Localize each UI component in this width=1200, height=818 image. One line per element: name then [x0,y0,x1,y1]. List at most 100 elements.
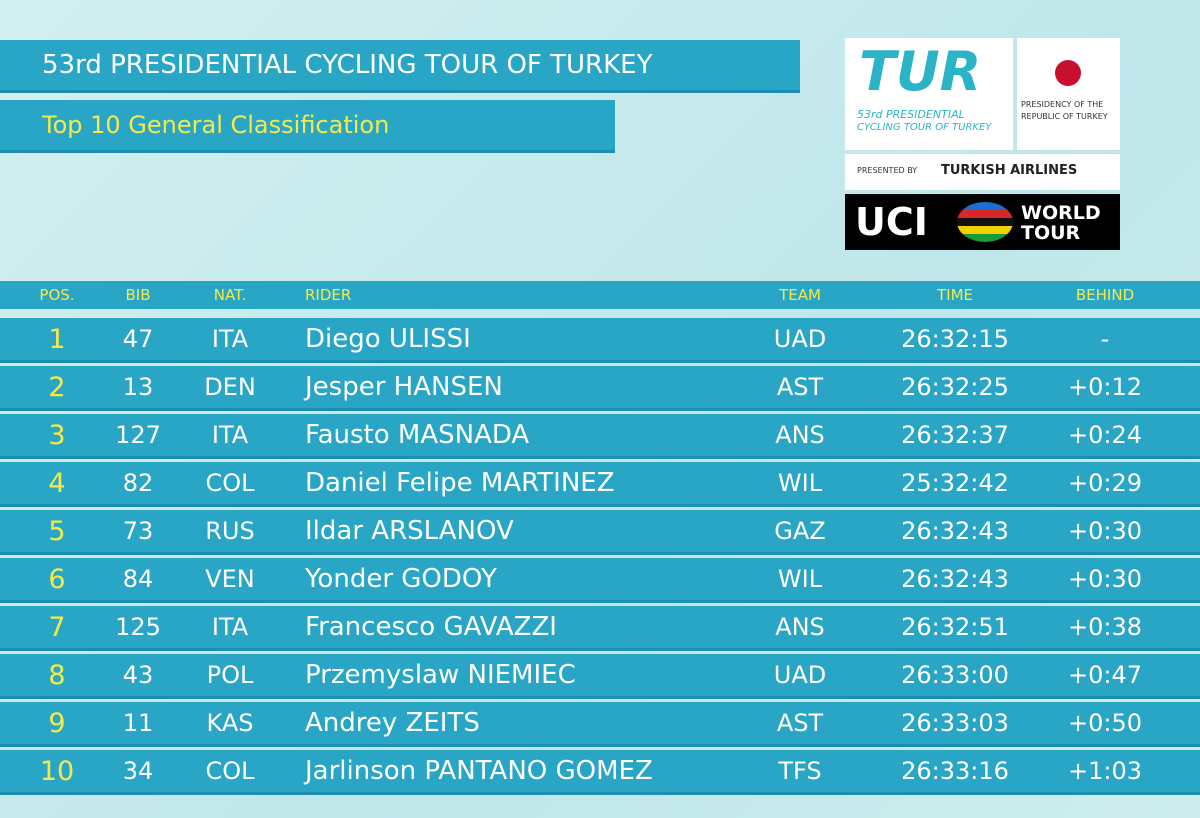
cell-text: Andrey ZEITS [305,708,480,738]
cell-text: +1:03 [1067,757,1142,785]
cell-text: 26:33:03 [901,709,1009,737]
title-bar: 53rd PRESIDENTIAL CYCLING TOUR OF TURKEY [0,40,800,93]
cell-text: ITA [211,325,249,353]
position: 6 [48,563,66,595]
cell-text: TFS [778,757,822,785]
cell-text: +0:38 [1067,613,1142,641]
table-row: 8 43 POL Przemyslaw NIEMIEC UAD 26:33:00 +0:47 [0,654,1200,699]
cell-text: Ildar ARSLANOV [305,516,514,546]
cell-text: KAS [206,709,254,737]
tur-text: 53rd PRESIDENTIAL [857,108,965,121]
cell-text: Diego ULISSI [305,324,471,354]
table-row: 9 11 KAS Andrey ZEITS AST 26:33:03 +0:50 [0,702,1200,747]
rainbow [957,202,1013,242]
cell-text: 26:33:16 [901,757,1009,785]
position: 1 [48,323,66,355]
cell-text: ITA [211,421,249,449]
column-header: TIME [936,286,973,304]
cell-text: COL [205,757,255,785]
seal [1055,60,1081,86]
table-row: 7 125 ITA Francesco GAVAZZI ANS 26:32:51 +0:38 [0,606,1200,651]
tur-text: CYCLING TOUR OF TURKEY [857,122,992,133]
cell-text: 47 [122,325,154,353]
position: 10 [39,755,75,787]
position: 9 [48,707,66,739]
cell-text: WIL [777,565,823,593]
title: 53rd PRESIDENTIAL CYCLING TOUR OF TURKEY [42,50,653,80]
presidency-text: REPUBLIC OF TURKEY [1021,112,1108,121]
position: 3 [48,419,66,451]
tour: TOUR [1021,222,1081,244]
cell-text: +0:24 [1067,421,1142,449]
cell-text: 25:32:42 [901,469,1009,497]
presented-by: PRESENTED BY [857,166,918,175]
table-row: 1 47 ITA Diego ULISSI UAD 26:32:15 - [0,318,1200,363]
cell-text: VEN [205,565,255,593]
cell-text: 13 [122,373,154,401]
cell-text: 26:32:15 [901,325,1009,353]
tur-logo: TUR 53rd PRESIDENTIAL CYCLING TOUR OF TU… [845,38,1013,150]
presidency-logo: PRESIDENCY OF THE REPUBLIC OF TURKEY [1017,38,1120,150]
cell-text: 26:32:25 [901,373,1009,401]
subtitle: Top 10 General Classification [42,111,390,139]
cell-text: Yonder GODOY [305,564,497,594]
cell-text: POL [206,661,254,689]
cell-text: UAD [773,325,827,353]
cell-text: Przemyslaw NIEMIEC [305,660,576,690]
presidency-text: PRESIDENCY OF THE [1021,100,1104,109]
cell-text: DEN [204,373,256,401]
cell-text: COL [205,469,255,497]
column-header: BEHIND [1075,286,1135,304]
cell-text: ITA [211,613,249,641]
table-row: 10 34 COL Jarlinson PANTANO GOMEZ TFS 26:33:1… [0,750,1200,795]
cell-text: Fausto MASNADA [305,420,530,450]
table-row: 5 73 RUS Ildar ARSLANOV GAZ 26:32:43 +0:30 [0,510,1200,555]
table-row: 4 82 COL Daniel Felipe MARTINEZ WIL 25:32:42 +… [0,462,1200,507]
table-row: 2 13 DEN Jesper HANSEN AST 26:32:25 +0:12 [0,366,1200,411]
cell-text: 125 [115,613,161,641]
cell-text: +0:29 [1067,469,1142,497]
cell-text: 11 [122,709,154,737]
column-header: POS. [39,286,75,304]
cell-text: ANS [775,613,825,641]
cell-text: Jarlinson PANTANO GOMEZ [305,756,653,786]
cell-text: AST [776,709,824,737]
table-row: 3 127 ITA Fausto MASNADA ANS 26:32:37 +0:24 [0,414,1200,459]
logos: TUR 53rd PRESIDENTIAL CYCLING TOUR OF TU… [845,38,1120,250]
cell-text: +0:30 [1067,517,1142,545]
cell-text: ANS [775,421,825,449]
position: 5 [48,515,66,547]
sponsor-logo: PRESENTED BY TURKISH AIRLINES [845,154,1120,190]
cell-text: 26:32:51 [901,613,1009,641]
cell-text: 34 [122,757,154,785]
subtitle-bar: Top 10 General Classification [0,100,615,153]
header-row: POS. BIB NAT. RIDER TEAM TIME BEHIND [0,281,1200,309]
sponsor: TURKISH AIRLINES [941,163,1078,178]
uci-logo: UCI WORLD TOUR [845,194,1120,250]
cell-text: 26:32:43 [901,517,1009,545]
cell-text: - [1100,325,1110,353]
cell-text: +0:50 [1067,709,1142,737]
column-header: BIB [125,286,151,304]
position: 8 [48,659,66,691]
cell-text: AST [776,373,824,401]
cell-text: 127 [115,421,161,449]
world: WORLD [1021,202,1101,224]
cell-text: 26:33:00 [901,661,1009,689]
cell-text: WIL [777,469,823,497]
cell-text: GAZ [774,517,826,545]
cell-text: RUS [205,517,255,545]
cell-text: +0:30 [1067,565,1142,593]
cell-text: 43 [122,661,154,689]
position: 2 [48,371,66,403]
tur-mark: TUR [859,40,982,103]
table-row: 6 84 VEN Yonder GODOY WIL 26:32:43 +0:30 [0,558,1200,603]
cell-text: 26:32:37 [901,421,1009,449]
cell-text: UAD [773,661,827,689]
cell-text: 73 [122,517,154,545]
uci: UCI [855,200,928,244]
cell-text: Daniel Felipe MARTINEZ [305,468,615,498]
column-header: RIDER [305,286,352,304]
position: 4 [48,467,66,499]
